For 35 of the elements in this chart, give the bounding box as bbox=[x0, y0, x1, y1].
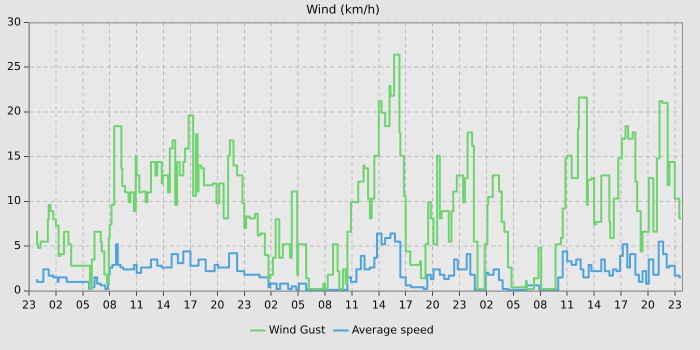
x-tick-label: 14 bbox=[372, 298, 386, 312]
x-tick-label: 23 bbox=[22, 298, 36, 312]
x-tick-label: 05 bbox=[506, 298, 520, 312]
x-tick-label: 08 bbox=[533, 298, 548, 312]
x-tick-label: 08 bbox=[318, 298, 332, 312]
x-tick-label: 08 bbox=[102, 298, 117, 312]
y-tick-label: 10 bbox=[6, 194, 21, 208]
x-tick-label: 17 bbox=[614, 298, 628, 312]
x-tick-label: 11 bbox=[344, 298, 359, 312]
x-tick-label: 14 bbox=[156, 298, 171, 312]
x-tick-label: 17 bbox=[398, 298, 413, 312]
x-tick-label: 14 bbox=[587, 298, 602, 312]
x-tick-label: 17 bbox=[183, 298, 198, 312]
y-tick-label: 25 bbox=[6, 60, 21, 73]
x-tick-label: 23 bbox=[452, 298, 467, 312]
x-tick-label: 05 bbox=[291, 298, 306, 312]
y-tick-label: 5 bbox=[14, 238, 21, 252]
x-tick-label: 05 bbox=[76, 298, 90, 312]
chart-title: Wind (km/h) bbox=[306, 2, 380, 16]
x-tick-label: 20 bbox=[210, 298, 224, 312]
x-tick-label: 02 bbox=[479, 298, 494, 312]
x-tick-label: 23 bbox=[237, 298, 252, 312]
legend-label: Average speed bbox=[352, 323, 434, 336]
x-tick-label: 11 bbox=[560, 298, 574, 312]
y-tick-label: 20 bbox=[6, 104, 21, 118]
y-tick-label: 0 bbox=[14, 284, 21, 297]
x-tick-label: 02 bbox=[48, 298, 63, 312]
legend-label: Wind Gust bbox=[268, 323, 326, 336]
x-tick-label: 20 bbox=[640, 298, 655, 312]
x-tick-label: 20 bbox=[426, 298, 440, 312]
x-tick-label: 11 bbox=[130, 298, 144, 312]
y-tick-label: 30 bbox=[6, 15, 21, 28]
x-tick-label: 23 bbox=[668, 298, 682, 312]
y-tick-label: 15 bbox=[6, 149, 21, 162]
x-tick-label: 02 bbox=[264, 298, 278, 312]
